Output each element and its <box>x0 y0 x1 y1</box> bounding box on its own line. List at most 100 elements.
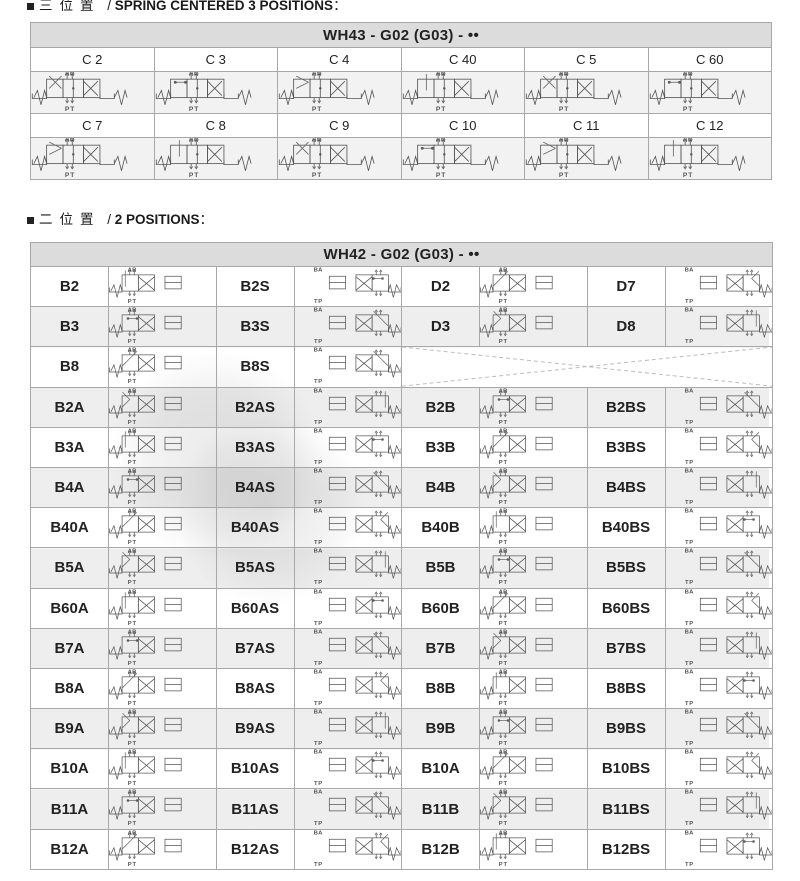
svg-text:P: P <box>689 460 693 466</box>
svg-text:P: P <box>318 379 322 385</box>
svg-text:T: T <box>564 106 568 113</box>
svg-text:T: T <box>684 741 688 747</box>
svg-text:B: B <box>503 267 507 273</box>
svg-text:T: T <box>132 741 136 747</box>
svg-text:P: P <box>689 580 693 586</box>
svg-text:P: P <box>499 500 503 506</box>
svg-text:P: P <box>128 339 132 345</box>
svg-text:T: T <box>313 460 317 466</box>
svg-text:B: B <box>503 549 507 555</box>
svg-text:T: T <box>503 500 507 506</box>
svg-text:A: A <box>318 508 323 514</box>
svg-text:T: T <box>313 580 317 586</box>
svg-text:B: B <box>313 750 317 756</box>
svg-text:P: P <box>188 106 193 113</box>
svg-text:B: B <box>503 468 507 474</box>
svg-text:P: P <box>318 701 322 707</box>
svg-text:T: T <box>132 661 136 667</box>
svg-text:P: P <box>318 580 322 586</box>
svg-text:B: B <box>193 138 198 144</box>
svg-text:T: T <box>684 861 688 867</box>
svg-text:B: B <box>684 709 688 715</box>
svg-text:B: B <box>440 138 445 144</box>
svg-text:A: A <box>689 750 694 756</box>
svg-text:B: B <box>313 589 317 595</box>
svg-text:B: B <box>132 348 136 354</box>
svg-text:P: P <box>128 661 132 667</box>
svg-text:P: P <box>435 172 440 179</box>
svg-text:T: T <box>313 781 317 787</box>
svg-text:T: T <box>684 781 688 787</box>
svg-text:P: P <box>499 299 503 305</box>
svg-text:P: P <box>318 741 322 747</box>
svg-text:A: A <box>689 669 694 675</box>
svg-text:P: P <box>689 620 693 626</box>
svg-text:B: B <box>503 790 507 796</box>
svg-text:T: T <box>313 661 317 667</box>
svg-text:B: B <box>132 709 136 715</box>
svg-text:P: P <box>318 781 322 787</box>
svg-text:B: B <box>132 629 136 635</box>
svg-text:B: B <box>503 508 507 514</box>
svg-text:B: B <box>313 468 317 474</box>
svg-text:T: T <box>317 106 321 113</box>
svg-text:P: P <box>128 781 132 787</box>
svg-text:B: B <box>132 388 136 394</box>
svg-text:T: T <box>684 540 688 546</box>
svg-text:A: A <box>318 307 323 313</box>
svg-text:P: P <box>128 580 132 586</box>
svg-text:P: P <box>689 781 693 787</box>
svg-text:B: B <box>132 589 136 595</box>
svg-text:P: P <box>128 379 132 385</box>
svg-text:P: P <box>499 419 503 425</box>
svg-text:P: P <box>318 419 322 425</box>
svg-text:T: T <box>313 741 317 747</box>
svg-text:A: A <box>318 709 323 715</box>
svg-text:P: P <box>559 106 564 113</box>
svg-text:T: T <box>503 580 507 586</box>
svg-text:T: T <box>132 500 136 506</box>
svg-text:B: B <box>313 388 317 394</box>
svg-text:B: B <box>684 307 688 313</box>
svg-text:P: P <box>65 172 70 179</box>
svg-text:B: B <box>313 508 317 514</box>
svg-text:B: B <box>313 307 317 313</box>
svg-text:T: T <box>70 106 74 113</box>
svg-text:T: T <box>564 172 568 179</box>
svg-text:T: T <box>132 580 136 586</box>
svg-text:B: B <box>313 629 317 635</box>
svg-text:T: T <box>132 299 136 305</box>
svg-text:B: B <box>684 508 688 514</box>
svg-text:P: P <box>128 299 132 305</box>
svg-text:A: A <box>318 669 323 675</box>
svg-text:T: T <box>132 620 136 626</box>
svg-text:P: P <box>499 580 503 586</box>
svg-text:P: P <box>128 419 132 425</box>
svg-text:B: B <box>684 669 688 675</box>
svg-text:B: B <box>503 830 507 836</box>
svg-text:P: P <box>312 106 317 113</box>
svg-text:A: A <box>318 468 323 474</box>
svg-text:B: B <box>193 72 198 78</box>
svg-text:T: T <box>132 781 136 787</box>
svg-text:A: A <box>689 307 694 313</box>
svg-text:P: P <box>318 661 322 667</box>
svg-text:B: B <box>687 72 692 78</box>
svg-text:B: B <box>684 750 688 756</box>
svg-text:T: T <box>503 661 507 667</box>
svg-text:T: T <box>684 460 688 466</box>
svg-text:B: B <box>687 138 692 144</box>
svg-text:A: A <box>318 267 323 273</box>
svg-text:A: A <box>689 388 694 394</box>
svg-text:P: P <box>128 460 132 466</box>
svg-text:B: B <box>132 267 136 273</box>
svg-text:B: B <box>684 589 688 595</box>
svg-text:P: P <box>499 781 503 787</box>
svg-text:B: B <box>313 669 317 675</box>
svg-text:A: A <box>689 428 694 434</box>
svg-text:A: A <box>689 589 694 595</box>
svg-text:P: P <box>188 172 193 179</box>
svg-text:P: P <box>689 419 693 425</box>
svg-text:B: B <box>503 709 507 715</box>
svg-text:P: P <box>499 741 503 747</box>
